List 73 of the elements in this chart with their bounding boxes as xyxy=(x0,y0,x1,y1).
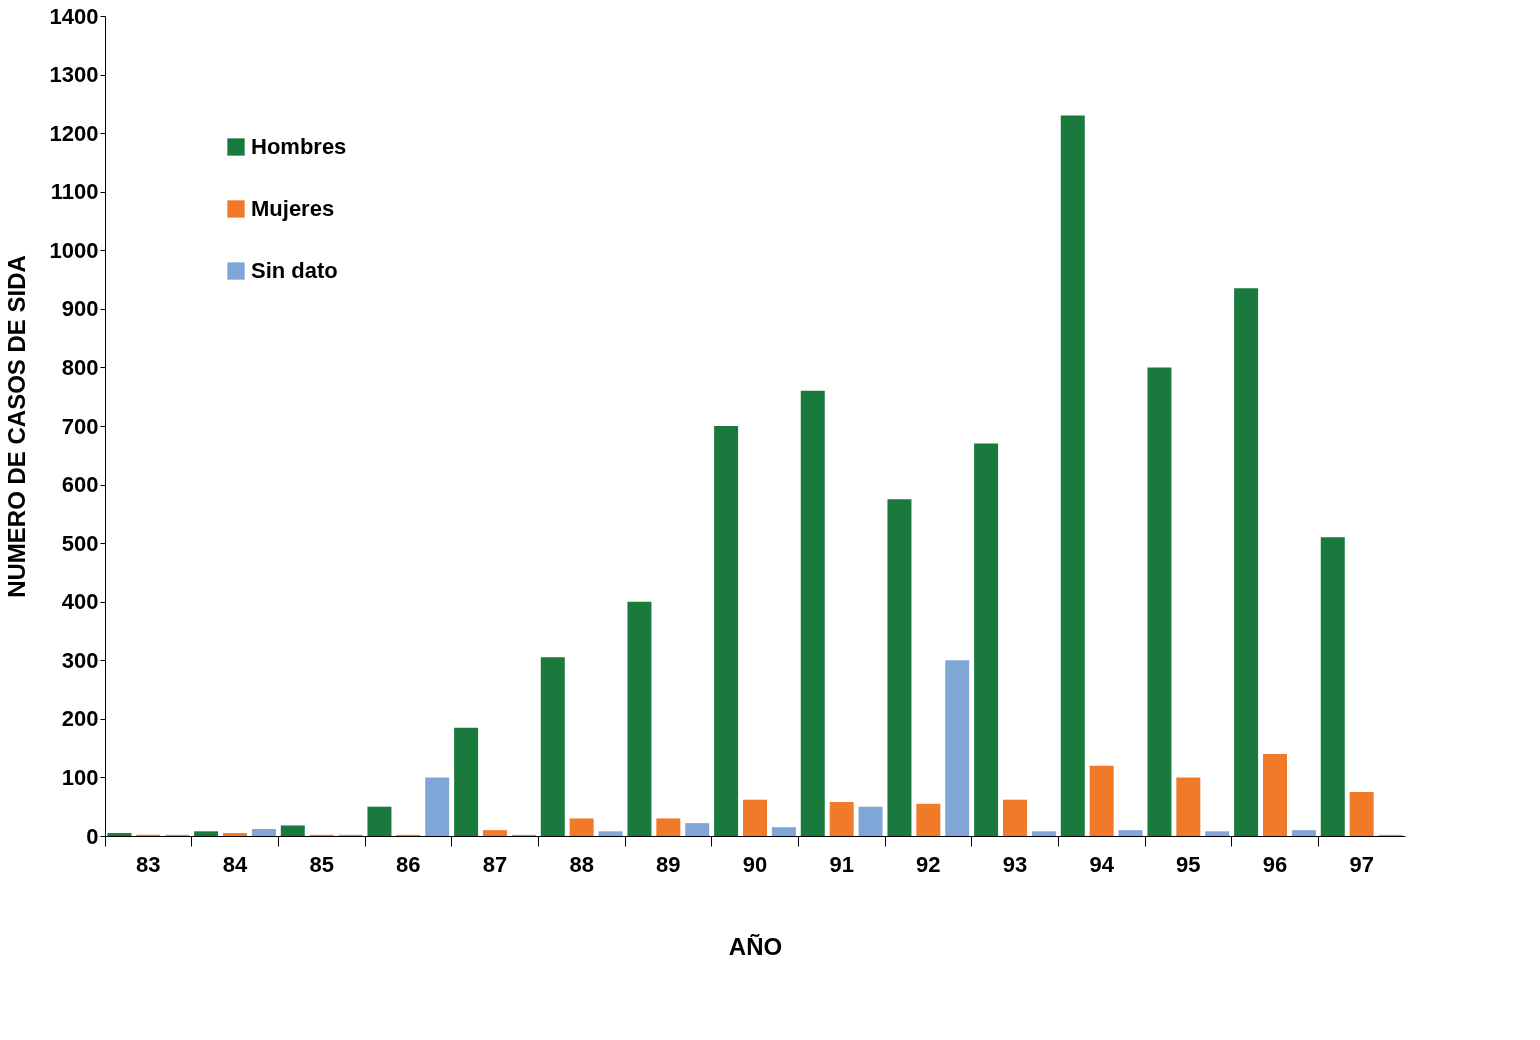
y-tick-label: 1000 xyxy=(49,237,99,263)
bar xyxy=(1003,799,1027,836)
bar xyxy=(223,833,247,836)
x-tick-label: 91 xyxy=(829,851,854,877)
bar xyxy=(685,823,710,836)
y-tick-label: 1300 xyxy=(49,62,99,88)
x-tick-label: 97 xyxy=(1349,851,1374,877)
y-tick-label: 800 xyxy=(61,354,99,380)
bar xyxy=(1176,777,1201,836)
x-tick-label: 88 xyxy=(569,851,594,877)
bar xyxy=(627,601,652,836)
x-tick-label: 87 xyxy=(482,851,508,877)
bar xyxy=(569,818,594,836)
bar xyxy=(1031,831,1056,836)
bar xyxy=(1118,830,1143,836)
bar xyxy=(1205,831,1230,836)
legend-label: Hombres xyxy=(251,134,347,159)
bar xyxy=(483,830,507,836)
bar xyxy=(1234,288,1259,836)
y-tick-label: 0 xyxy=(86,823,99,849)
x-tick-label: 85 xyxy=(309,851,334,877)
bar xyxy=(1147,367,1172,836)
bar xyxy=(1263,754,1287,836)
bar xyxy=(1291,830,1316,836)
x-tick-label: 96 xyxy=(1262,851,1288,877)
y-tick-label: 600 xyxy=(61,472,99,498)
bar xyxy=(107,833,132,836)
x-tick-label: 90 xyxy=(742,851,768,877)
x-tick-label: 89 xyxy=(656,851,681,877)
y-tick-label: 1400 xyxy=(49,3,99,29)
bar xyxy=(1060,115,1085,836)
y-tick-label: 1200 xyxy=(49,120,99,146)
y-tick-label: 100 xyxy=(61,764,99,790)
y-tick-label: 300 xyxy=(61,647,99,673)
x-axis-title: AÑO xyxy=(728,932,783,960)
bar xyxy=(829,802,854,836)
x-tick-label: 94 xyxy=(1089,851,1115,877)
bar xyxy=(367,806,392,836)
legend-label: Mujeres xyxy=(251,196,335,221)
bar xyxy=(743,799,767,836)
bar xyxy=(887,499,912,836)
bar xyxy=(771,827,796,836)
x-tick-label: 86 xyxy=(396,851,421,877)
y-tick-label: 500 xyxy=(61,530,99,556)
bar xyxy=(945,660,970,836)
x-tick-label: 83 xyxy=(136,851,161,877)
bar xyxy=(540,657,565,836)
legend-label: Sin dato xyxy=(251,258,338,283)
bar xyxy=(800,390,825,836)
bar xyxy=(1349,792,1374,836)
x-tick-label: 95 xyxy=(1176,851,1201,877)
x-tick-label: 92 xyxy=(916,851,941,877)
y-tick-label: 400 xyxy=(61,589,99,615)
y-axis-title: NUMERO DE CASOS DE SIDA xyxy=(2,255,30,598)
bar xyxy=(714,426,739,836)
bar xyxy=(454,727,479,836)
bar xyxy=(425,777,450,836)
y-tick-label: 1100 xyxy=(50,179,99,205)
bar xyxy=(1320,537,1345,836)
x-tick-label: 84 xyxy=(222,851,248,877)
y-tick-label: 900 xyxy=(61,296,99,322)
bar xyxy=(251,828,276,836)
bar xyxy=(194,831,219,836)
bar xyxy=(974,443,999,836)
bar xyxy=(598,831,623,836)
bar xyxy=(858,806,883,836)
x-tick-label: 93 xyxy=(1002,851,1028,877)
y-tick-label: 700 xyxy=(61,413,99,439)
bar xyxy=(656,818,681,836)
bar xyxy=(280,825,305,836)
y-tick-label: 200 xyxy=(61,706,99,732)
bar xyxy=(1089,765,1114,836)
bar xyxy=(916,803,941,836)
